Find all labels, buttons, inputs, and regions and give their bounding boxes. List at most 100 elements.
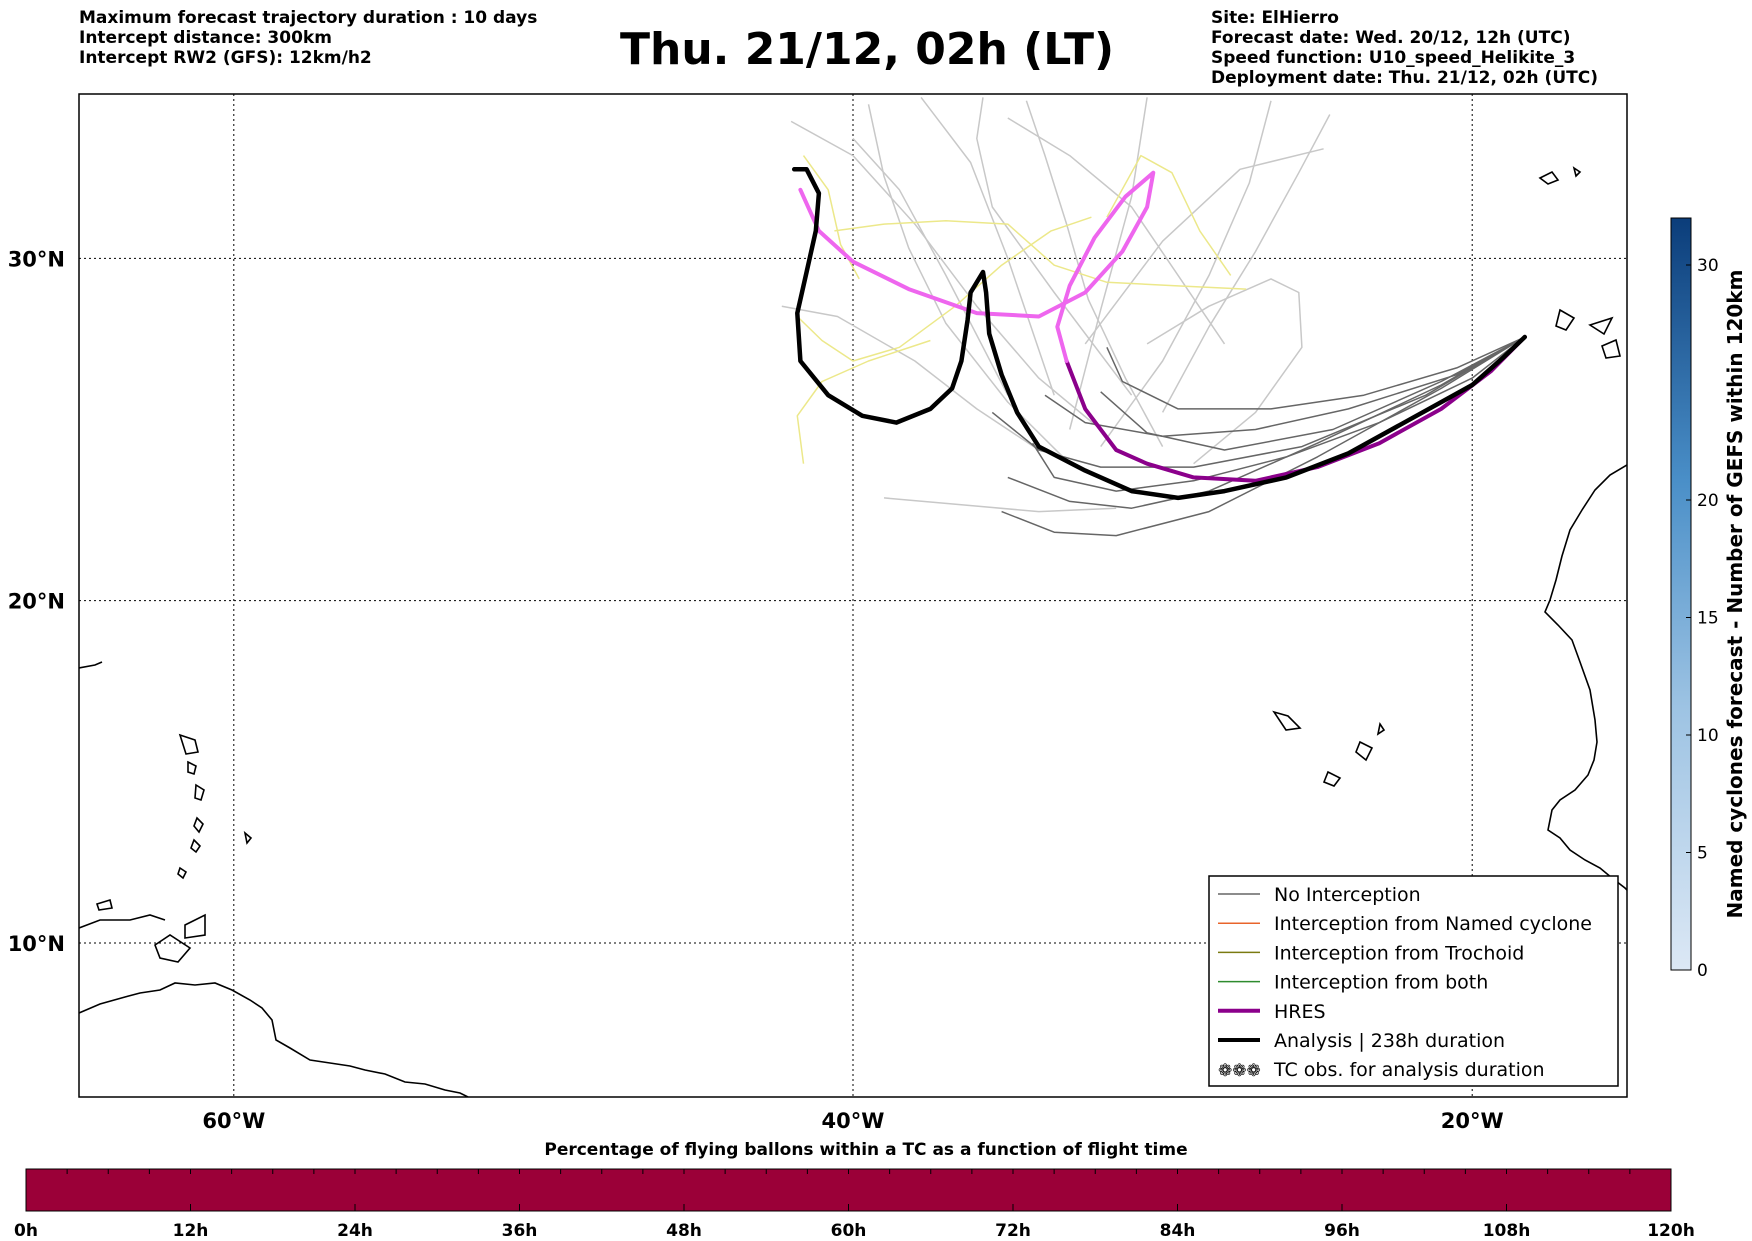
island-madeira (1538, 170, 1560, 185)
ensemble-track-light (1068, 97, 1148, 430)
ensemble-track-light (1161, 114, 1331, 413)
hres-track (1064, 335, 1527, 483)
hres-track-late (798, 170, 1156, 363)
island-antilles-4 (193, 816, 204, 834)
island-antilles-5 (190, 838, 202, 854)
ensemble-track-no-interception (1106, 336, 1526, 410)
ensemble-track-yellow (834, 219, 1247, 290)
legend-label: TC obs. for analysis duration (1273, 1059, 1545, 1081)
ensemble-track-light (883, 497, 1117, 513)
ensemble-track-light (1084, 148, 1324, 345)
ensemble-track-no-interception (1031, 336, 1526, 492)
island-cape-verde-3 (1322, 770, 1342, 787)
header-forecast-date: Forecast date: Wed. 20/12, 12h (UTC) (1211, 28, 1571, 48)
colorbar-time-tick-label: 96h (1324, 1221, 1360, 1241)
ensemble-track-light (790, 120, 1102, 431)
colorbar-time-tick-label: 108h (1483, 1221, 1531, 1241)
coastline-antilles (79, 661, 103, 669)
legend-label: Interception from Trochoid (1274, 942, 1524, 964)
ensemble-track-light (920, 96, 1055, 396)
colorbar-time-tick-label: 12h (173, 1221, 209, 1241)
coastline-africa (1544, 464, 1627, 891)
coastlines (79, 166, 1627, 1097)
island-antilles-1 (178, 733, 199, 755)
colorbar-time-tick-label: 84h (1160, 1221, 1196, 1241)
ensemble-track-yellow (802, 155, 860, 280)
legend-label: Interception from Named cyclone (1274, 913, 1592, 935)
ensemble-track-no-interception (1001, 336, 1526, 537)
island-antilles-2 (187, 760, 197, 776)
colorbar-cyclones-label: Named cyclones forecast - Number of GEFS… (1723, 270, 1747, 919)
map-title: Thu. 21/12, 02h (LT) (620, 24, 1115, 75)
colorbar-cyclones-tick-label: 20 (1697, 491, 1719, 511)
colorbar-time-tick-label: 0h (14, 1221, 38, 1241)
island-canary-1 (1555, 308, 1576, 331)
colorbar-cyclones-tick-label: 30 (1697, 256, 1719, 276)
colorbar-time-tick-label: 72h (995, 1221, 1031, 1241)
header-intercept-rw2: Intercept RW2 (GFS): 12km/h2 (79, 48, 372, 68)
ensemble-track-no-interception (1100, 336, 1526, 451)
colorbar-time-tick-label: 36h (502, 1221, 538, 1241)
island-cape-verde-1 (1272, 710, 1302, 731)
header-info-left: Maximum forecast trajectory duration : 1… (79, 8, 537, 68)
header-intercept-distance: Intercept distance: 300km (79, 28, 332, 48)
island-canary-2 (1588, 316, 1614, 336)
colorbar-cyclones-tick-label: 5 (1697, 844, 1708, 864)
lon-tick-label: 40°W (822, 1109, 885, 1133)
island-caribbean-1 (184, 913, 206, 939)
legend-box (1208, 875, 1619, 1087)
lon-tick-label: 20°W (1441, 1109, 1504, 1133)
header-deployment-date: Deployment date: Thu. 21/12, 02h (UTC) (1211, 68, 1598, 88)
lat-tick-label: 30°N (8, 247, 65, 271)
ensemble-track-no-interception (991, 336, 1526, 468)
island-cape-verde-4 (1376, 721, 1386, 736)
island-trinidad (154, 934, 192, 963)
ensemble-track-light (1025, 100, 1164, 447)
header-speed-function: Speed function: U10_speed_Helikite_3 (1211, 48, 1576, 68)
ensemble-track-light (781, 305, 1040, 451)
colorbar-cyclones-tick-label: 15 (1697, 609, 1719, 629)
header-info-right: Site: ElHierro Forecast date: Wed. 20/12… (1211, 8, 1598, 88)
island-antilles-3 (194, 783, 205, 802)
colorbar-cyclones-gradient (1670, 217, 1692, 971)
coastline-caribbean-north (79, 914, 166, 929)
colorbar-cyclones-tick-label: 10 (1697, 726, 1719, 746)
legend-label: Analysis | 238h duration (1274, 1030, 1505, 1052)
colorbar-cyclones: Named cyclones forecast - Number of GEFS… (1670, 217, 1747, 981)
legend-label: HRES (1274, 1001, 1326, 1023)
legend-label: Interception from both (1274, 972, 1488, 994)
island-madeira-2 (1572, 166, 1582, 178)
legend: No Interception Interception from Named c… (1208, 875, 1619, 1087)
legend-label: No Interception (1274, 884, 1421, 906)
trajectory-tracks (781, 96, 1528, 537)
coastline-caribbean-south-america (79, 982, 469, 1097)
island-canary-3 (1601, 338, 1621, 359)
ensemble-track-yellow (796, 216, 1092, 362)
ensemble-track-yellow (1106, 154, 1232, 276)
ensemble-track-light (1100, 100, 1272, 448)
island-antilles-8 (95, 898, 113, 911)
colorbar-time-tick-label: 24h (337, 1221, 373, 1241)
lat-tick-label: 10°N (8, 932, 65, 956)
axis-labels: 60°W 40°W 20°W 30°N 20°N 10°N (8, 247, 1504, 1133)
lon-tick-label: 60°W (202, 1109, 265, 1133)
island-cape-verde-2 (1355, 740, 1374, 762)
ensemble-track-light (976, 97, 1133, 396)
legend-tc-obs-icon: ❁❁❁ (1218, 1061, 1261, 1081)
ensemble-track-light (852, 137, 1009, 396)
island-antilles-6 (177, 866, 188, 880)
ensemble-track-no-interception (1044, 336, 1526, 438)
header-site: Site: ElHierro (1211, 8, 1339, 28)
ensemble-track-light (1146, 278, 1303, 465)
ensemble-track-light (1007, 117, 1226, 345)
colorbar-time-tick-label: 60h (831, 1221, 867, 1241)
island-antilles-7 (243, 830, 253, 845)
map-frame (78, 93, 1628, 1098)
colorbar-time-tick-label: 48h (666, 1221, 702, 1241)
colorbar-cyclones-tick-label: 0 (1697, 961, 1708, 981)
header-max-duration: Maximum forecast trajectory duration : 1… (79, 8, 538, 28)
analysis-track (791, 167, 1528, 501)
colorbar-time-title: Percentage of flying ballons within a TC… (544, 1140, 1187, 1160)
colorbar-time: Percentage of flying ballons within a TC… (14, 1140, 1695, 1241)
ensemble-track-yellow (796, 339, 931, 464)
